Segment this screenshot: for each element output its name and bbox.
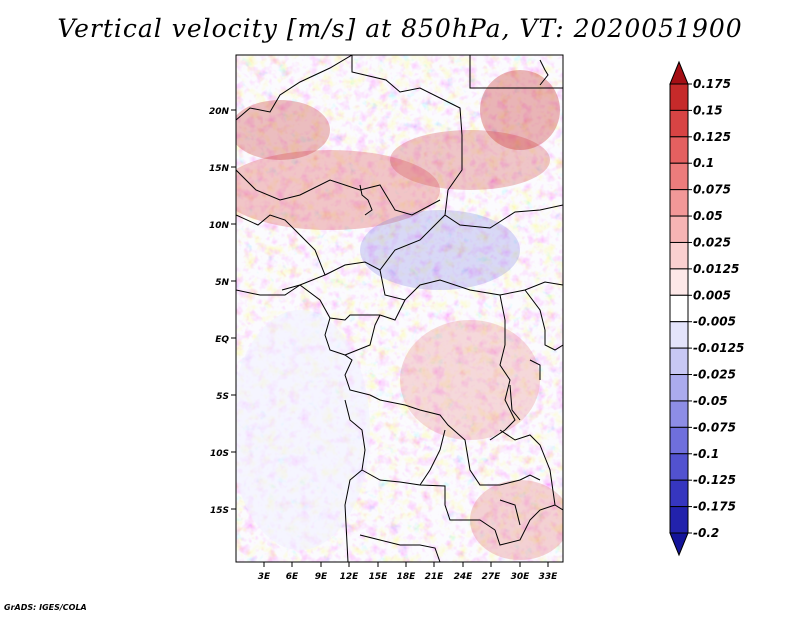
colorbar-label: 0.025 (693, 235, 731, 249)
colorbar-segment (669, 479, 689, 508)
colorbar-label: -0.05 (693, 394, 728, 408)
colorbar-segment (669, 347, 689, 376)
credit-label: GrADS: IGES/COLA (4, 603, 87, 612)
lon-label: 24E (454, 572, 474, 582)
colorbar-segment (669, 532, 689, 557)
colorbar-label: -0.005 (693, 315, 736, 329)
colorbar-segment (669, 321, 689, 349)
chart-title: Vertical velocity [m/s] at 850hPa, VT: 2… (57, 14, 743, 43)
map-frame (235, 54, 564, 563)
lat-label: 20N (209, 107, 230, 117)
colorbar: 0.175 0.15 0.125 0.1 0.075 0.05 0.025 0.0125 0.0… (669, 60, 744, 557)
lon-label: 21E (425, 572, 445, 582)
colorbar-label: 0.075 (693, 183, 731, 197)
velocity-field (236, 55, 563, 562)
colorbar-segment (669, 268, 689, 296)
colorbar-segment (669, 215, 689, 243)
lat-label: 5S (216, 392, 229, 402)
lon-label: 12E (340, 572, 360, 582)
lon-label: 27E (482, 572, 502, 582)
colorbar-label: 0.125 (693, 130, 731, 144)
lon-label: 3E (258, 572, 271, 582)
lon-label: 18E (397, 572, 417, 582)
colorbar-label: 0.05 (693, 209, 723, 223)
colorbar-label: -0.125 (693, 473, 736, 487)
lon-label: 9E (315, 572, 328, 582)
lat-label: 10N (209, 221, 230, 231)
lat-label: 15S (210, 506, 229, 516)
longitude-axis (263, 562, 549, 567)
colorbar-label: -0.075 (693, 420, 736, 434)
colorbar-label: -0.2 (693, 526, 719, 540)
colorbar-segment (669, 60, 689, 85)
colorbar-segment (669, 374, 689, 402)
colorbar-segment (669, 294, 689, 323)
colorbar-segment (669, 241, 689, 270)
colorbar-label: -0.175 (693, 500, 736, 514)
lat-label: 5N (215, 278, 229, 288)
lat-label: 10S (210, 449, 229, 459)
lat-label: 15N (209, 164, 230, 174)
colorbar-label: 0.15 (693, 103, 723, 117)
colorbar-label: 0.0125 (693, 262, 739, 276)
lat-label: EQ (215, 335, 229, 345)
colorbar-label: 0.005 (693, 288, 731, 302)
colorbar-segment (669, 109, 689, 138)
lon-label: 6E (286, 572, 299, 582)
colorbar-segment (669, 83, 689, 111)
lon-label: 30E (511, 572, 531, 582)
colorbar-segment (669, 400, 689, 428)
country-borders (236, 55, 563, 562)
colorbar-segment (669, 426, 689, 455)
colorbar-segment (669, 506, 689, 534)
latitude-axis (231, 109, 236, 510)
colorbar-label: -0.1 (693, 447, 719, 461)
colorbar-label: 0.175 (693, 77, 731, 91)
lon-label: 33E (539, 572, 559, 582)
colorbar-segment (669, 162, 689, 191)
colorbar-segment (669, 136, 689, 164)
colorbar-segment (669, 189, 689, 217)
colorbar-label: 0.1 (693, 156, 714, 170)
colorbar-label: -0.0125 (693, 341, 744, 355)
colorbar-label: -0.025 (693, 368, 736, 382)
lon-label: 15E (369, 572, 389, 582)
colorbar-segment (669, 453, 689, 481)
